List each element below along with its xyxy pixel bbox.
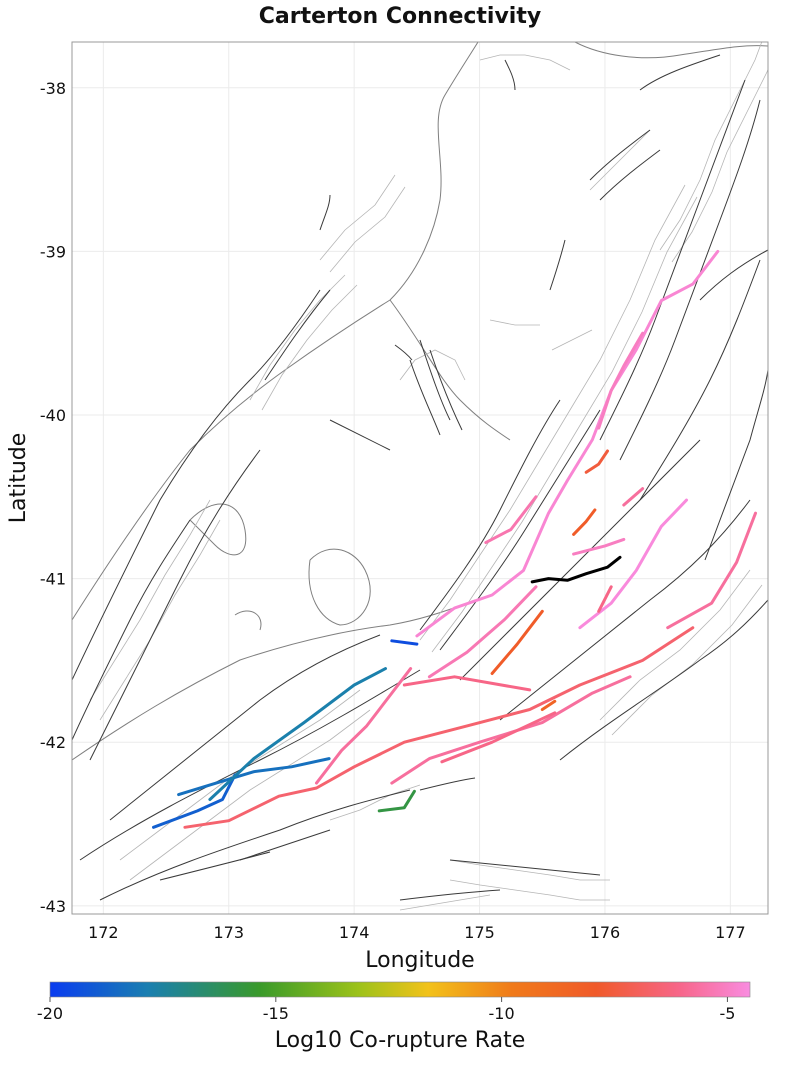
rupture-trace [377,789,416,813]
x-tick-label: 174 [339,923,370,942]
rupture-trace [390,639,419,646]
panel-border [71,41,769,915]
colorbar-tick-label: -15 [263,1004,289,1023]
rupture-trace [402,675,532,692]
x-tick-label: 172 [88,923,119,942]
x-tick-label: 173 [213,923,244,942]
rupture-trace [440,711,557,764]
x-tick-label: 175 [464,923,495,942]
x-tick-label: 176 [590,923,621,942]
x-axis-ticks: 172 173 174 175 176 177 [88,923,746,942]
x-axis-label: Longitude [365,948,474,973]
rupture-trace [427,585,538,679]
rupture-trace [597,331,645,430]
fault-patches [89,42,768,911]
colorbar: -20 -15 -10 -5 Log10 Co-rupture Rate [37,981,751,1053]
rupture-trace [584,449,609,474]
y-tick-label: -38 [40,79,66,98]
target-fault-carterton [530,555,622,584]
rupture-trace [177,757,331,797]
y-tick-label: -41 [40,570,66,589]
plot-panel [72,42,768,914]
rupture-trace [622,487,645,507]
y-tick-label: -43 [40,897,66,916]
y-axis-label: Latitude [6,433,31,524]
rupture-traces [152,249,757,829]
colorbar-tick-label: -5 [719,1004,735,1023]
y-tick-label: -42 [40,733,66,752]
colorbar-ticks: -20 -15 -10 -5 [37,997,735,1023]
y-tick-label: -39 [40,242,66,261]
rupture-trace [183,626,695,829]
colorbar-tick-label: -10 [489,1004,515,1023]
rupture-trace [315,667,413,785]
colorbar-tick-label: -20 [37,1004,63,1023]
rupture-trace [490,609,544,675]
colorbar-label: Log10 Co-rupture Rate [275,1028,526,1053]
rupture-trace [540,699,557,711]
rupture-trace [208,667,387,801]
coastline [72,42,768,761]
rupture-trace [666,511,757,630]
rupture-trace [152,773,237,829]
target-fault-layer [530,555,622,584]
y-axis-ticks: -38 -39 -40 -41 -42 -43 [40,79,66,916]
rupture-trace [572,508,597,536]
map-title: Carterton Connectivity [259,4,541,29]
x-tick-label: 177 [715,923,746,942]
rupture-trace [484,495,538,545]
rupture-trace [578,498,688,630]
rupture-trace [415,249,720,638]
rupture-trace [597,585,613,613]
fault-traces [72,54,768,901]
y-tick-label: -40 [40,406,66,425]
colorbar-gradient [49,981,751,998]
grid [72,42,768,914]
rupture-trace [572,537,626,556]
